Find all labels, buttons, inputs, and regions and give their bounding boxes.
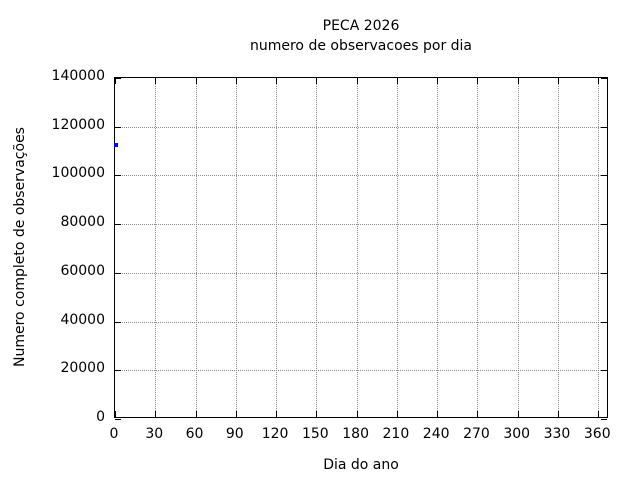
x-tick-top [276, 78, 278, 84]
y-tick-left [115, 272, 121, 274]
v-gridline [276, 78, 278, 417]
x-tick-bottom [517, 411, 519, 417]
x-tick-bottom [557, 411, 559, 417]
x-tick-bottom [276, 411, 278, 417]
v-gridline [155, 78, 157, 417]
v-gridline [598, 78, 600, 417]
y-tick-left [115, 175, 121, 177]
x-tick-label: 240 [422, 426, 450, 442]
y-tick-right [601, 175, 607, 177]
x-tick-top [517, 78, 519, 84]
y-tick-label: 120000 [51, 116, 105, 133]
v-gridline [235, 78, 237, 417]
y-tick-right [601, 78, 607, 79]
data-point [114, 143, 119, 148]
v-gridline [477, 78, 479, 417]
h-gridline [115, 126, 607, 128]
x-tick-top [557, 78, 559, 84]
y-tick-right [601, 321, 607, 323]
y-tick-label: 20000 [60, 360, 105, 377]
h-gridline [115, 272, 607, 274]
x-tick-label: 60 [185, 426, 204, 442]
y-tick-left [115, 321, 121, 323]
y-tick-label: 100000 [51, 165, 105, 182]
y-tick-right [601, 272, 607, 274]
v-gridline [517, 78, 519, 417]
v-gridline [396, 78, 398, 417]
y-tick-left [115, 419, 121, 420]
y-tick-left [115, 370, 121, 372]
x-tick-top [155, 78, 157, 84]
y-axis-title: Numero completo de observações [12, 127, 28, 367]
x-tick-bottom [477, 411, 479, 417]
chart-title-line2: numero de observacoes por dia [249, 38, 473, 54]
x-tick-label: 210 [382, 426, 410, 442]
x-tick-label: 90 [225, 426, 244, 442]
x-tick-bottom [396, 411, 398, 417]
v-gridline [557, 78, 559, 417]
x-tick-top [356, 78, 358, 84]
x-tick-top [437, 78, 439, 84]
y-tick-label: 140000 [51, 68, 105, 84]
x-tick-bottom [235, 411, 237, 417]
v-gridline [316, 78, 318, 417]
h-gridline [115, 370, 607, 372]
x-tick-top [316, 78, 318, 84]
y-tick-left [115, 126, 121, 128]
y-tick-label: 0 [96, 409, 105, 425]
x-tick-top [396, 78, 398, 84]
y-tick-label: 40000 [60, 311, 105, 328]
y-tick-right [601, 126, 607, 128]
x-tick-top [195, 78, 197, 84]
plot-area [114, 77, 608, 420]
y-tick-right [601, 224, 607, 226]
x-tick-top [598, 78, 600, 84]
h-gridline [115, 175, 607, 177]
x-tick-bottom [115, 411, 116, 417]
h-gridline [115, 321, 607, 323]
x-tick-bottom [316, 411, 318, 417]
y-tick-left [115, 78, 121, 79]
x-tick-bottom [356, 411, 358, 417]
x-tick-label: 270 [463, 426, 490, 442]
v-gridline [356, 78, 358, 417]
y-tick-label: 80000 [60, 214, 105, 231]
x-tick-label: 180 [342, 426, 369, 442]
x-tick-label: 300 [503, 426, 531, 442]
v-gridline [437, 78, 439, 417]
y-tick-right [601, 419, 607, 420]
v-gridline [195, 78, 197, 417]
y-tick-left [115, 224, 121, 226]
h-gridline [115, 224, 607, 226]
x-tick-label: 330 [543, 426, 571, 442]
x-tick-label: 150 [301, 426, 329, 442]
chart-title-line1: PECA 2026 [322, 18, 400, 34]
x-tick-label: 360 [583, 426, 611, 442]
x-tick-bottom [437, 411, 439, 417]
x-tick-top [235, 78, 237, 84]
y-tick-right [601, 370, 607, 372]
x-tick-bottom [598, 411, 600, 417]
x-tick-label: 120 [261, 426, 289, 442]
x-tick-label: 0 [109, 426, 119, 442]
x-axis-title: Dia do ano [323, 457, 399, 473]
x-tick-label: 30 [145, 426, 164, 442]
x-tick-bottom [155, 411, 157, 417]
y-tick-label: 60000 [60, 262, 105, 279]
x-tick-bottom [195, 411, 197, 417]
x-tick-top [477, 78, 479, 84]
x-tick-top [115, 78, 116, 84]
